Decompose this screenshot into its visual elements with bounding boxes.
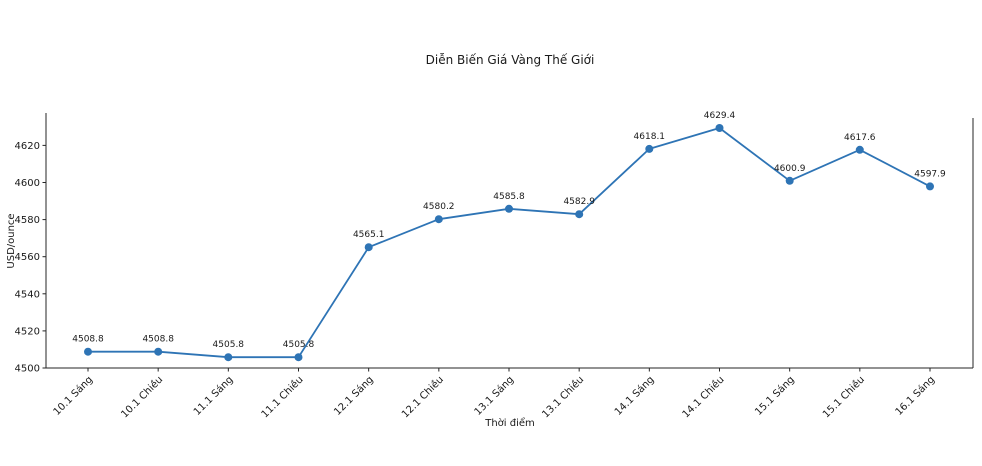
data-point-label: 4618.1 [634, 132, 666, 142]
data-point-label: 4600.9 [774, 164, 806, 174]
y-tick-label: 4620 [15, 141, 40, 152]
data-point-label: 4597.9 [914, 169, 946, 179]
data-point-label: 4585.8 [493, 192, 525, 202]
data-point-marker [294, 353, 303, 362]
data-point-label: 4582.9 [563, 197, 595, 207]
data-point-marker [715, 124, 724, 132]
x-tick-label: 11.1 Sáng [191, 374, 235, 418]
data-point-marker [926, 182, 934, 191]
y-tick-label: 4580 [15, 215, 40, 226]
x-tick-label: 10.1 Chiều [119, 374, 166, 421]
data-point-marker [364, 243, 373, 252]
data-point-marker [224, 353, 233, 362]
data-point-label: 4505.8 [283, 340, 315, 350]
data-point-marker [154, 347, 163, 356]
data-point-marker [434, 215, 443, 224]
x-tick-label: 15.1 Chiều [820, 374, 867, 421]
y-tick-label: 4520 [15, 326, 40, 337]
data-point-label: 4617.6 [844, 133, 876, 143]
data-point-marker [505, 204, 513, 213]
data-point-marker [785, 176, 794, 185]
data-point-marker [575, 210, 584, 219]
x-tick-label: 12.1 Sáng [332, 374, 376, 418]
data-point-label: 4629.4 [704, 111, 736, 121]
data-point-label: 4508.8 [142, 335, 174, 345]
x-axis: 10.1 Sáng 10.1 Chiều 11.1 Sáng 11.1 Chiều 12… [51, 368, 937, 420]
x-tick-label: 12.1 Chiều [399, 374, 446, 421]
axes-spine-lines [45, 113, 974, 369]
data-point-label: 4565.1 [353, 230, 385, 240]
x-tick-label: 11.1 Chiều [259, 374, 306, 421]
data-point-label: 4580.2 [423, 202, 455, 212]
x-tick-label: 15.1 Sáng [753, 374, 797, 418]
price-series: 4508.8 4508.8 4505.8 4505.8 4565.1 4580.2 4585… [72, 111, 946, 362]
y-axis-label: USD/ounce [6, 213, 17, 268]
data-point-label: 4505.8 [213, 340, 245, 350]
x-tick-label: 14.1 Sáng [612, 374, 656, 418]
axes-spines [45, 113, 974, 369]
y-tick-label: 4500 [15, 364, 40, 375]
x-axis-label: Thời điểm [484, 416, 535, 429]
data-point-label: 4508.8 [72, 335, 104, 345]
y-axis: 4500 4520 4540 4560 4580 4600 4620 [15, 141, 46, 375]
chart-title: Diễn Biến Giá Vàng Thế Giới [426, 53, 595, 67]
y-tick-label: 4560 [15, 252, 40, 263]
y-tick-label: 4540 [15, 289, 40, 300]
x-tick-label: 14.1 Chiều [680, 374, 727, 421]
x-tick-label: 16.1 Sáng [893, 374, 937, 418]
x-tick-label: 13.1 Chiều [540, 374, 587, 421]
price-line [87, 127, 931, 359]
x-tick-label: 10.1 Sáng [51, 374, 95, 418]
data-point-marker [84, 347, 92, 356]
x-tick-label: 13.1 Sáng [472, 374, 516, 418]
y-tick-label: 4600 [15, 178, 40, 189]
data-point-marker [645, 144, 654, 153]
data-point-marker [855, 145, 864, 154]
